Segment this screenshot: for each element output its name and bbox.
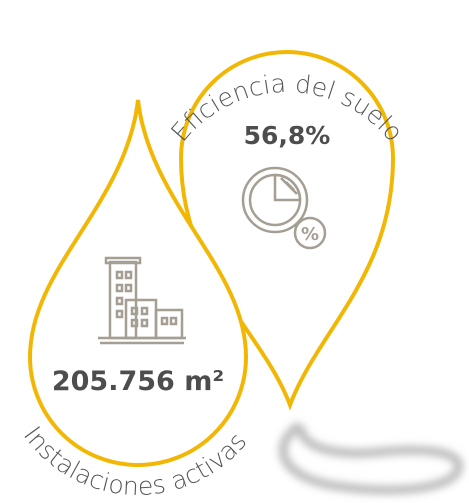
shadow [278, 421, 464, 495]
svg-text:%: % [301, 224, 319, 245]
drop-outline [27, 99, 249, 467]
drop-value: 205.756 m² [52, 366, 224, 397]
pie-icon: % [241, 166, 327, 250]
building-icon [98, 256, 186, 345]
pin-value: 56,8% [244, 121, 331, 150]
